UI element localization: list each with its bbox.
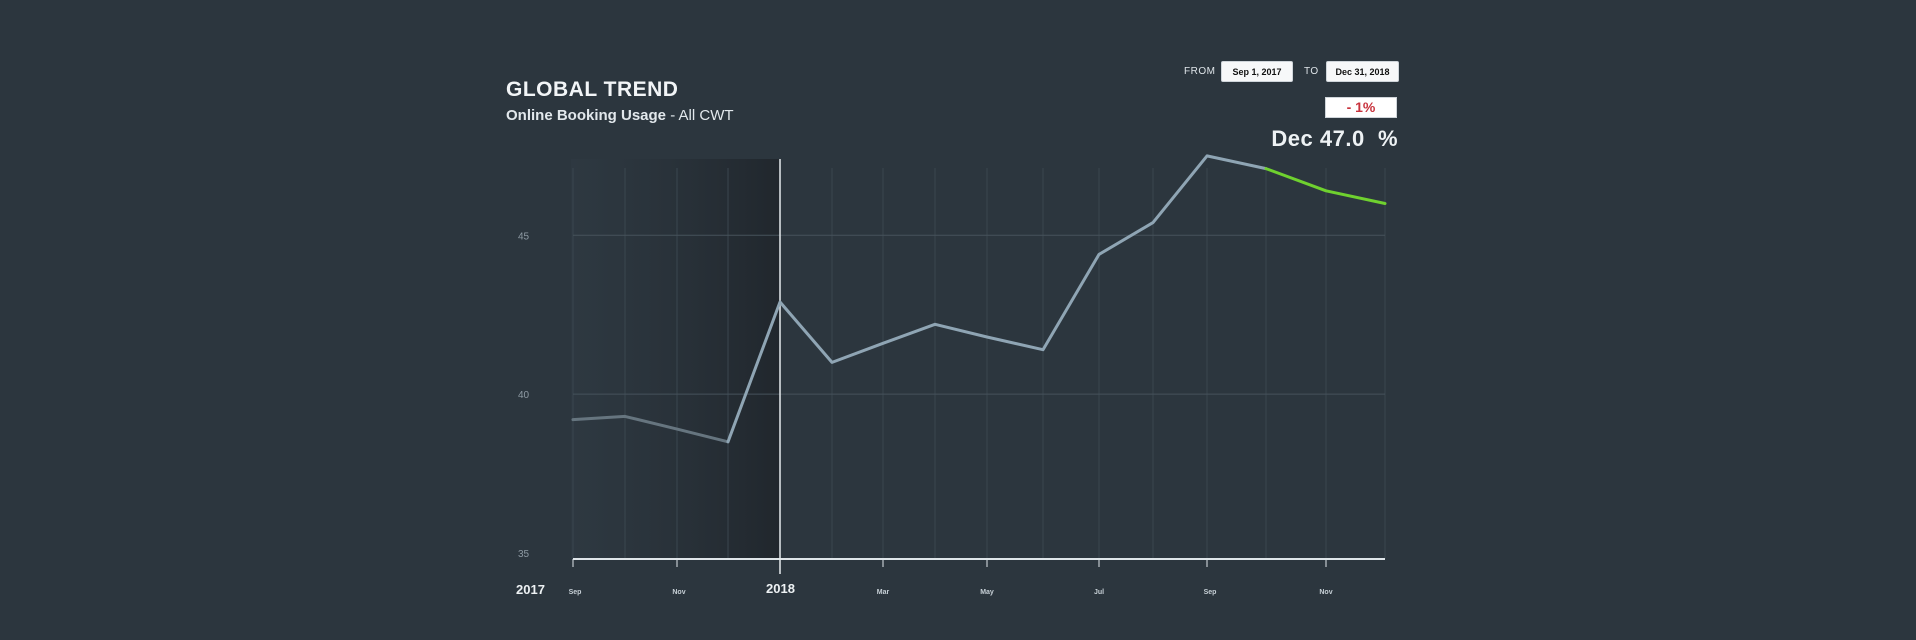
data-point bbox=[830, 360, 834, 364]
x-month-label: Sep bbox=[1204, 589, 1217, 596]
y-tick-label: 45 bbox=[518, 231, 530, 242]
page-title: GLOBAL TREND bbox=[506, 78, 679, 101]
data-point bbox=[1041, 348, 1045, 352]
data-point bbox=[1205, 154, 1209, 158]
readout-value: 47.0 bbox=[1319, 126, 1365, 151]
subtitle-scope: - All CWT bbox=[666, 107, 734, 124]
data-point bbox=[985, 335, 989, 339]
readout-unit: % bbox=[1377, 126, 1398, 151]
x-month-label: Nov bbox=[1319, 589, 1332, 596]
page-subtitle: Online Booking Usage - All CWT bbox=[506, 107, 734, 124]
data-point bbox=[1383, 202, 1387, 206]
x-month-label: Nov bbox=[672, 589, 685, 596]
data-point bbox=[726, 440, 730, 444]
data-point bbox=[778, 300, 782, 304]
data-point bbox=[1097, 252, 1101, 256]
y-tick-label: 40 bbox=[518, 390, 530, 401]
to-date-input[interactable] bbox=[1326, 61, 1399, 82]
data-point bbox=[1151, 221, 1155, 225]
data-point bbox=[623, 414, 627, 418]
series-line-2018 bbox=[726, 154, 1268, 444]
data-point bbox=[571, 418, 575, 422]
series-line-2017 bbox=[571, 414, 730, 444]
y-tick-label: 35 bbox=[518, 549, 530, 560]
data-point bbox=[933, 322, 937, 326]
x-month-label: Jul bbox=[1094, 589, 1104, 596]
x-month-label: Sep bbox=[569, 589, 582, 596]
data-point bbox=[881, 341, 885, 345]
data-point bbox=[1264, 167, 1268, 171]
data-point bbox=[1324, 189, 1328, 193]
change-badge: - 1% bbox=[1325, 97, 1397, 118]
value-readout: Dec 47.0 % bbox=[1271, 126, 1398, 152]
x-month-label: Mar bbox=[877, 589, 890, 596]
series-line-forecast bbox=[1264, 167, 1387, 205]
from-date-input[interactable] bbox=[1221, 61, 1293, 82]
x-month-label: May bbox=[980, 589, 994, 596]
readout-month: Dec bbox=[1271, 126, 1314, 151]
x-year-label: 2017 bbox=[516, 582, 545, 597]
to-label: TO bbox=[1304, 66, 1319, 77]
subtitle-metric: Online Booking Usage bbox=[506, 107, 667, 124]
from-label: FROM bbox=[1184, 66, 1216, 77]
highlight-region bbox=[571, 159, 780, 559]
x-year-label: 2018 bbox=[766, 581, 795, 596]
data-point bbox=[675, 427, 679, 431]
